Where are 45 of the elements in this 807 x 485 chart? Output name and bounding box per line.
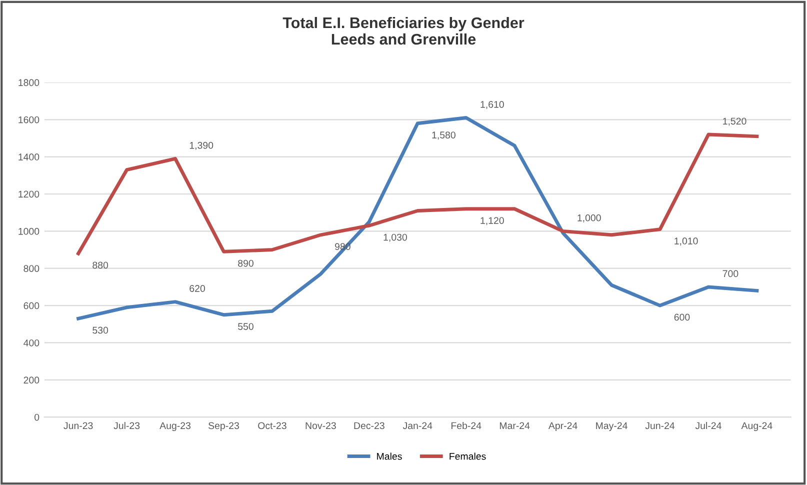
x-tick-label: Jul-23 bbox=[114, 422, 140, 430]
data-label: 890 bbox=[238, 260, 254, 267]
x-tick-label: Jan-24 bbox=[402, 422, 432, 430]
data-label: 1,030 bbox=[384, 234, 407, 242]
x-tick-label: Mar-24 bbox=[500, 422, 530, 430]
chart-title: Total E.I. Beneficiaries by Gender Leeds and Grenville bbox=[282, 16, 524, 45]
x-tick-label: Jul-24 bbox=[695, 422, 722, 430]
data-label: 1,120 bbox=[480, 217, 504, 226]
data-label: 1,610 bbox=[480, 101, 504, 110]
y-tick-label: 0 bbox=[34, 414, 40, 421]
x-tick-label: Jun-24 bbox=[645, 422, 675, 430]
y-tick-label: 600 bbox=[24, 302, 40, 310]
x-tick-label: Sep-23 bbox=[208, 422, 239, 432]
data-label: 1,580 bbox=[432, 132, 456, 140]
line-series bbox=[76, 116, 759, 320]
data-label: 1,010 bbox=[674, 238, 698, 246]
data-label: 880 bbox=[92, 262, 108, 269]
data-label: 1,520 bbox=[723, 118, 746, 126]
y-tick-label: 1200 bbox=[18, 190, 40, 198]
y-tick-label: 1800 bbox=[18, 79, 40, 86]
data-label: 600 bbox=[674, 314, 690, 321]
x-tick-label: Apr-24 bbox=[548, 422, 578, 432]
data-label: 700 bbox=[722, 270, 738, 278]
y-tick-label: 400 bbox=[24, 339, 40, 346]
line-series bbox=[76, 132, 759, 256]
data-label: 530 bbox=[92, 326, 108, 334]
data-label: 550 bbox=[238, 323, 254, 330]
x-tick-label: Aug-24 bbox=[741, 422, 772, 432]
x-tick-label: Dec-23 bbox=[354, 422, 384, 430]
legend-label: Males bbox=[377, 452, 402, 460]
x-tick-label: Aug-23 bbox=[160, 422, 191, 432]
y-tick-label: 200 bbox=[24, 376, 40, 384]
x-tick-label: Nov-23 bbox=[306, 422, 336, 430]
data-label: 620 bbox=[190, 285, 205, 292]
data-label: 1,000 bbox=[578, 214, 601, 222]
x-tick-label: Feb-24 bbox=[451, 422, 482, 430]
x-tick-label: May-24 bbox=[596, 422, 628, 432]
y-tick-label: 1400 bbox=[18, 154, 40, 160]
data-label: 1,390 bbox=[190, 142, 214, 150]
y-tick-label: 800 bbox=[24, 265, 40, 272]
x-tick-label: Oct-23 bbox=[258, 422, 286, 430]
legend-label: Females bbox=[450, 452, 486, 460]
y-tick-label: 1000 bbox=[18, 228, 40, 235]
y-tick-label: 1600 bbox=[18, 116, 40, 124]
x-tick-label: Jun-23 bbox=[64, 422, 93, 430]
